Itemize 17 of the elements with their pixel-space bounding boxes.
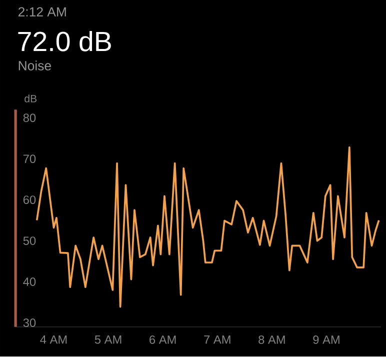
x-tick-label: 6 AM xyxy=(150,336,176,344)
y-tick-label: 60 xyxy=(23,196,36,204)
y-tick-label: 50 xyxy=(23,236,36,246)
x-tick-label: 8 AM xyxy=(258,336,285,344)
chart-subtitle: Noise xyxy=(18,60,51,71)
line-series xyxy=(36,146,380,308)
chart-title: 72.0 dB xyxy=(18,31,111,52)
y-tick-label: 80 xyxy=(23,114,36,122)
x-tick-label: 4 AM xyxy=(40,336,67,344)
x-tick-label: 9 AM xyxy=(313,336,340,344)
y-tick-label: 40 xyxy=(23,278,36,286)
y-axis-title: dB xyxy=(24,94,37,103)
text: 2:12 AM xyxy=(18,7,66,17)
x-tick-label: 5 AM xyxy=(94,336,122,344)
x-tick-label: 7 AM xyxy=(204,336,230,344)
y-tick-label: 70 xyxy=(23,154,36,164)
y-tick-label: 30 xyxy=(23,318,36,328)
